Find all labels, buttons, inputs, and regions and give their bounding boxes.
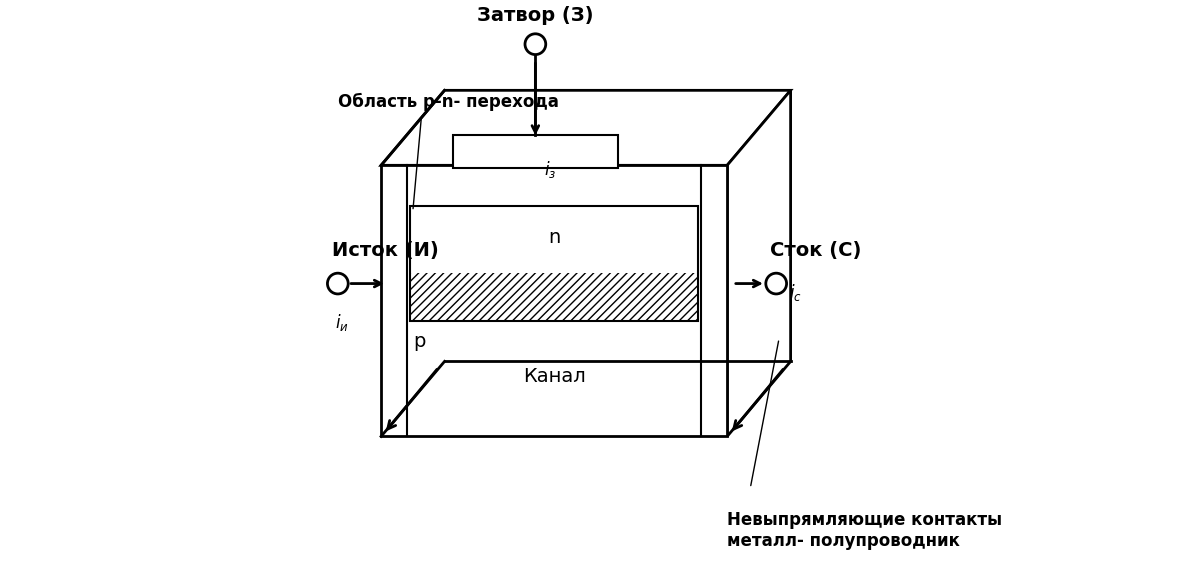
Text: Затвор (З): Затвор (З) bbox=[477, 6, 593, 25]
Polygon shape bbox=[453, 136, 617, 168]
Text: p: p bbox=[413, 332, 426, 351]
Text: Канал: Канал bbox=[523, 367, 585, 386]
Polygon shape bbox=[382, 90, 791, 165]
Text: Область р-n- перехода: Область р-n- перехода bbox=[338, 93, 559, 111]
Polygon shape bbox=[728, 90, 791, 436]
Text: $i_и$: $i_и$ bbox=[335, 313, 348, 333]
Polygon shape bbox=[410, 205, 698, 321]
Text: $i_с$: $i_с$ bbox=[789, 282, 803, 303]
Text: $i_з$: $i_з$ bbox=[545, 159, 556, 180]
Text: n: n bbox=[548, 229, 560, 247]
Polygon shape bbox=[382, 165, 728, 436]
Text: Сток (С): Сток (С) bbox=[770, 242, 862, 261]
Text: Исток (И): Исток (И) bbox=[332, 242, 439, 261]
Polygon shape bbox=[410, 206, 698, 272]
Text: Невыпрямляющие контакты
металл- полупроводник: Невыпрямляющие контакты металл- полупров… bbox=[728, 512, 1002, 550]
